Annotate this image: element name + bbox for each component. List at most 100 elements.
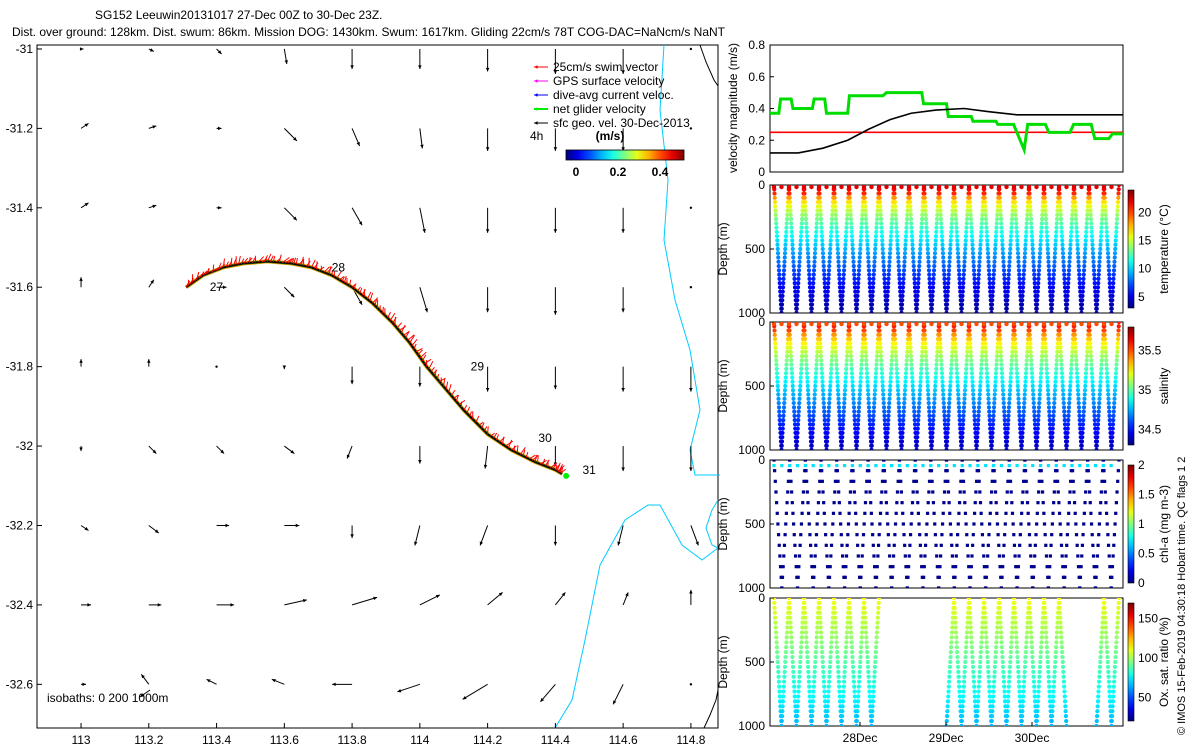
chl-point [1044, 554, 1049, 558]
profile-point [837, 281, 842, 286]
profile-point [869, 185, 874, 190]
profile-point [875, 349, 880, 354]
profile-point [774, 221, 779, 226]
chl-point [1067, 501, 1071, 505]
profile-point [955, 251, 961, 256]
profile-point [1112, 263, 1117, 269]
profile-point [1049, 306, 1054, 311]
chl-point [853, 501, 857, 505]
profile-point [810, 426, 815, 431]
chl-point [907, 554, 911, 558]
profile-point [840, 289, 845, 294]
profile-point [849, 234, 855, 239]
oxygen-point [785, 620, 790, 625]
profile-point [1088, 217, 1094, 222]
profile-point [947, 255, 952, 260]
oxygen-point [1098, 659, 1103, 665]
oxygen-point [1029, 640, 1034, 645]
profile-point [843, 234, 849, 239]
profile-point [1064, 443, 1069, 448]
profile-point [1057, 195, 1062, 200]
profile-point [858, 242, 863, 247]
oxygen-point [1058, 615, 1063, 620]
chl-point [1097, 533, 1101, 537]
profile-colorbar [1127, 326, 1135, 446]
oxygen-point [873, 654, 878, 660]
chl-point [992, 469, 996, 473]
profile-point [1036, 276, 1041, 281]
swim-vector [484, 426, 488, 432]
profile-point [785, 212, 790, 217]
swim-vector [295, 257, 298, 265]
oxygen-point [862, 610, 867, 615]
profile-point [977, 251, 983, 256]
profile-point [869, 306, 874, 311]
oxygen-point [974, 718, 979, 724]
profile-point [1031, 259, 1036, 264]
day-label: 30 [538, 431, 552, 445]
profile-point [1054, 225, 1059, 230]
profile-point [900, 293, 905, 299]
profile-point [1039, 354, 1045, 359]
velocity-y-tick-label: 0.2 [748, 133, 765, 147]
profile-point [971, 400, 976, 406]
profile-point [820, 388, 826, 393]
profile-point [990, 422, 996, 427]
profile-point [960, 298, 965, 303]
profile-point [948, 371, 954, 376]
chl-point [871, 543, 875, 547]
profile-point [796, 418, 801, 423]
profile-point [885, 435, 890, 440]
profile-point [937, 332, 942, 337]
chl-point [952, 586, 956, 588]
profile-point [986, 400, 991, 406]
oxygen-point [1021, 679, 1027, 684]
profile-point [1050, 430, 1055, 436]
oxygen-point [871, 684, 876, 689]
chl-point [968, 586, 972, 588]
profile-point [957, 276, 962, 281]
profile-point [1061, 392, 1066, 397]
swim-vector [528, 454, 536, 460]
profile-point [927, 272, 932, 277]
profile-point [971, 263, 976, 269]
chl-point [837, 490, 841, 494]
chl-point [909, 522, 913, 526]
profile-point [783, 234, 789, 239]
profile-point [856, 268, 862, 273]
oxygen-point [840, 704, 845, 709]
profile-point [817, 336, 823, 342]
chl-point [1048, 554, 1052, 558]
oxygen-point [852, 689, 857, 694]
chl-point [1091, 554, 1096, 558]
chl-point [838, 511, 842, 515]
oxygen-point [1025, 625, 1030, 630]
profile-point [931, 268, 937, 273]
swim-vector [290, 258, 295, 264]
chl-point [1052, 501, 1056, 505]
profile-point [1059, 366, 1064, 372]
profile-point [964, 366, 969, 372]
profile-point [1066, 418, 1071, 423]
chl-point [1107, 554, 1111, 558]
oxygen-point [950, 620, 955, 625]
profile-point [1027, 336, 1033, 342]
profile-point [995, 212, 1000, 217]
profile-point [1051, 281, 1056, 286]
profile-point [821, 268, 827, 273]
oxygen-point [989, 714, 995, 719]
oxygen-point [994, 640, 999, 645]
profile-point [1075, 238, 1080, 243]
oxygen-point [1038, 659, 1043, 665]
profile-point [1005, 293, 1010, 299]
profile-point [962, 251, 968, 256]
profile-point [811, 409, 816, 414]
profile-point [835, 238, 840, 243]
chl-point [920, 565, 924, 569]
profile-point [854, 185, 859, 190]
chl-point [922, 565, 926, 569]
profile-point [1106, 259, 1111, 264]
oxygen-point [966, 598, 972, 601]
oxygen-point [990, 709, 995, 714]
profile-point [783, 246, 788, 252]
